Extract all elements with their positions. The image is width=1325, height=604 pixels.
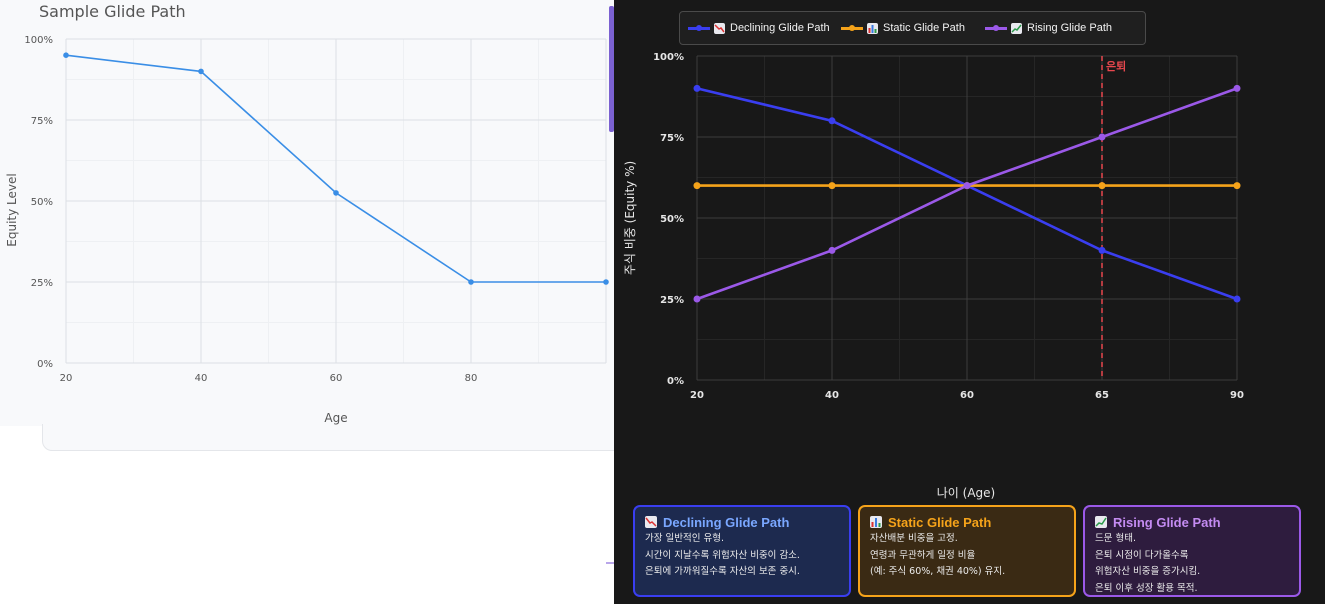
card-line: 은퇴 이후 성장 활용 목적. — [1095, 582, 1198, 594]
y-tick-label: 100% — [653, 52, 684, 63]
data-point[interactable] — [333, 190, 339, 196]
legend-label: Declining Glide Path — [730, 22, 830, 34]
chart-legend: Declining Glide Path Static Glide Path R… — [679, 11, 1146, 45]
data-point[interactable] — [1233, 295, 1241, 303]
y-tick-label: 75% — [660, 133, 684, 144]
card-line: 은퇴 시점이 다가올수록 — [1095, 549, 1189, 561]
y-tick-label: 50% — [660, 214, 684, 225]
legend-dot — [696, 25, 702, 31]
data-point[interactable] — [1098, 133, 1106, 141]
card-line: (예: 주식 60%, 채권 40%) 유지. — [870, 566, 1006, 577]
y-tick-label: 50% — [31, 197, 53, 208]
y-axis-label: 주식 비중 (Equity %) — [623, 161, 637, 275]
data-point[interactable] — [468, 279, 474, 285]
y-tick-label: 25% — [31, 278, 53, 289]
x-tick-label: 90 — [1230, 390, 1244, 401]
x-axis-label: 나이 (Age) — [937, 486, 995, 500]
data-point[interactable] — [1233, 84, 1241, 92]
chart-increasing-icon — [1095, 516, 1107, 528]
chart-decreasing-icon — [645, 516, 657, 528]
data-point[interactable] — [1098, 246, 1106, 254]
glide-path-comparison-chart: 0% 25% 50% 75% 100% 20 40 60 65 90 은퇴 나이 (Age) 주식… — [623, 52, 1244, 500]
x-tick-label: 65 — [1095, 390, 1109, 401]
legend-item-rising[interactable]: Rising Glide Path — [985, 12, 1112, 44]
card-title: Rising Glide Path — [1095, 513, 1289, 531]
data-point[interactable] — [603, 279, 609, 285]
accent-bar — [609, 6, 614, 132]
y-tick-label: 75% — [31, 116, 53, 127]
card-title: Static Glide Path — [870, 513, 1064, 531]
x-tick-label: 20 — [60, 373, 73, 384]
card-title-text: Static Glide Path — [888, 514, 992, 530]
card-line: 드문 형태. — [1095, 533, 1136, 544]
card-line: 시간이 지날수록 위험자산 비중이 감소. — [645, 549, 800, 561]
y-tick-label: 100% — [24, 35, 53, 46]
data-point[interactable] — [1098, 182, 1106, 190]
sample-glide-path-panel: 0% 25% 50% 75% 100% 20 40 60 80 Sample Glide Pat… — [0, 0, 614, 604]
card-title-text: Declining Glide Path — [663, 514, 790, 530]
y-tick-label: 0% — [37, 359, 53, 370]
rising-glide-path-card: Rising Glide Path 드문 형태. 은퇴 시점이 다가올수록 위험… — [1083, 505, 1301, 597]
chart-panel-background — [0, 0, 614, 426]
data-point[interactable] — [693, 182, 701, 190]
legend-label: Static Glide Path — [883, 22, 965, 34]
legend-item-static[interactable]: Static Glide Path — [841, 12, 965, 44]
x-tick-label: 60 — [330, 373, 343, 384]
static-glide-path-card: Static Glide Path 자산배분 비중을 고정. 연령과 무관하게 … — [858, 505, 1076, 597]
card-line: 자산배분 비중을 고정. — [870, 533, 958, 544]
legend-dot — [849, 25, 855, 31]
x-tick-label: 20 — [690, 390, 704, 401]
card-title-text: Rising Glide Path — [1113, 514, 1221, 530]
glide-path-comparison-panel: Declining Glide Path Static Glide Path R… — [614, 0, 1325, 604]
data-point[interactable] — [828, 117, 836, 125]
bar-chart-icon — [870, 516, 882, 528]
x-tick-label: 80 — [465, 373, 478, 384]
chart-title: Sample Glide Path — [39, 2, 186, 21]
data-point[interactable] — [828, 182, 836, 190]
data-point[interactable] — [198, 68, 204, 75]
card-title: Declining Glide Path — [645, 513, 839, 531]
chart-decreasing-icon — [714, 22, 725, 34]
x-axis-label: Age — [324, 411, 347, 425]
card-line: 위험자산 비중을 증가시킴. — [1095, 566, 1201, 577]
accent-line — [606, 562, 614, 564]
data-point[interactable] — [63, 52, 69, 58]
legend-label: Rising Glide Path — [1027, 22, 1112, 34]
y-tick-label: 25% — [660, 295, 684, 306]
card-line: 은퇴에 가까워질수록 자산의 보존 중시. — [645, 566, 800, 577]
y-axis-label: Equity Level — [5, 173, 19, 246]
data-point[interactable] — [693, 84, 701, 92]
legend-item-declining[interactable]: Declining Glide Path — [688, 12, 830, 44]
declining-glide-path-card: Declining Glide Path 가장 일반적인 유형. 시간이 지날수… — [633, 505, 851, 597]
x-tick-label: 40 — [825, 390, 839, 401]
legend-dot — [993, 25, 999, 31]
card-line: 가장 일반적인 유형. — [645, 533, 724, 544]
data-point[interactable] — [828, 246, 836, 254]
data-point[interactable] — [693, 295, 701, 303]
chart-increasing-icon — [1011, 22, 1022, 34]
y-tick-label: 0% — [667, 376, 684, 387]
data-point[interactable] — [1233, 182, 1241, 190]
x-tick-label: 60 — [960, 390, 974, 401]
x-tick-label: 40 — [195, 373, 208, 384]
bar-chart-icon — [867, 22, 878, 34]
card-edge — [42, 424, 614, 451]
data-point[interactable] — [963, 182, 971, 190]
card-line: 연령과 무관하게 일정 비율 — [870, 549, 976, 561]
retirement-label: 은퇴 — [1106, 59, 1126, 73]
sample-glide-path-chart: 0% 25% 50% 75% 100% 20 40 60 80 Sample Glide Pat… — [5, 2, 609, 425]
